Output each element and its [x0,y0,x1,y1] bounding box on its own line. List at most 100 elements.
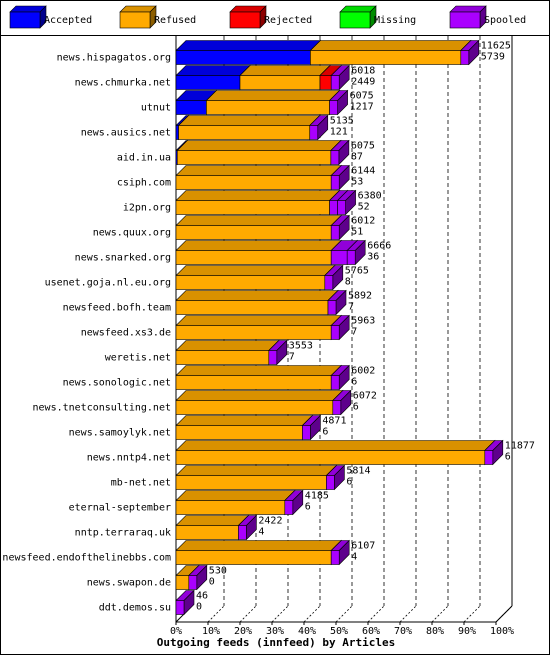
bar-spooled-cap-front [460,50,470,65]
x-tick-label: 0% [170,626,182,637]
bar-spooled-cap-front [326,475,335,490]
bar-refused-top [309,40,472,51]
bar-refused-top [175,440,496,451]
row-label: aid.in.ua [117,153,171,164]
grid-floor-line [463,605,481,623]
bar-accepted-front [175,50,311,65]
value-label-total: 6666 [367,241,391,252]
legend-swatch [9,11,41,29]
bar-refused-top [175,190,341,201]
x-tick-label: 70% [394,626,412,637]
bar-accepted-top [175,40,322,51]
bar-spooled-cap-front [330,225,340,240]
value-label-total: 4185 [305,491,329,502]
bar-refused-top [175,465,338,476]
value-label-total: 6018 [351,66,375,77]
bar-spooled-cap-front [330,325,340,340]
row-label: newsfeed.xs3.de [81,328,171,339]
value-label-total: 11877 [505,441,535,452]
bar-spooled-cap-front [309,125,319,140]
bar-refused-front [206,100,330,115]
bar-refused-front [175,225,332,240]
bar-refused-front [175,175,332,190]
bar-spooled-cap-front [330,75,340,90]
bar-spooled-cap-front [327,300,337,315]
row-label: weretis.net [105,353,171,364]
row-label: usenet.goja.nl.eu.org [45,278,171,289]
value-label-spooled: 6 [322,427,328,438]
x-tick-label: 20% [234,626,252,637]
value-label-total: 6072 [353,391,377,402]
legend-label: Missing [374,15,416,26]
bar-refused-front [175,300,329,315]
x-tick-label: 50% [330,626,348,637]
bar-spooled-cap-front [484,450,494,465]
bar-spooled-cap-front [238,525,247,540]
bar-refused-front [310,50,462,65]
bar-spooled-cap-front [302,425,311,440]
x-tick-label: 80% [426,626,444,637]
value-label-total: 6144 [351,166,375,177]
row-label: news.nntp4.net [87,453,171,464]
value-label-total: 11625 [481,41,511,52]
bar-refused-top [175,415,314,426]
x-tick-label: 30% [266,626,284,637]
value-label-total: 46 [196,591,208,602]
bar-refused-top [175,540,342,551]
row-label: news.ausics.net [81,128,171,139]
value-label-spooled: 6 [346,477,352,488]
bar-refused-top [175,490,296,501]
row-label: news.quux.org [93,228,171,239]
bar-refused-front [178,125,311,140]
bar-refused-front [239,75,321,90]
value-label-total: 2422 [258,516,282,527]
bar-accepted-front [175,125,179,140]
value-label-spooled: 4 [258,527,264,538]
bar-refused-top [175,240,342,251]
value-label-total: 6107 [351,541,375,552]
x-tick-label: 10% [202,626,220,637]
bar-refused-front [175,525,239,540]
bar-refused-front [175,250,332,265]
bar-refused-front [175,375,332,390]
value-label-total: 6075 [351,141,375,152]
value-label-total: 5892 [348,291,372,302]
bar-refused-front [175,275,326,290]
value-label-spooled: 36 [367,252,379,263]
bar-spooled-cap-front [332,400,342,415]
bar-spooled-front [330,250,348,265]
row-label: news.chmurka.net [75,78,171,89]
grid-floor-line [367,605,385,623]
value-label-spooled: 6 [351,377,357,388]
bar-accepted-front [175,75,241,90]
bar-refused-top [175,340,280,351]
value-label-spooled: 6 [353,402,359,413]
value-label-spooled: 51 [351,227,363,238]
bar-refused-top [175,165,342,176]
bar-spooled-front [329,200,338,215]
grid-floor-line [335,605,353,623]
row-label: eternal-september [69,503,171,514]
value-label-spooled: 52 [358,202,370,213]
value-label-total: 6380 [358,191,382,202]
bar-refused-front [175,575,190,590]
value-label-spooled: 0 [196,602,202,613]
bar-refused-front [175,475,327,490]
bar-spooled-cap-front [188,575,198,590]
grid-floor-line [303,605,321,623]
bar-rejected-front [319,75,332,90]
value-label-spooled: 0 [209,577,215,588]
legend-label: Accepted [44,15,92,26]
bar-spooled-cap-front [337,200,346,215]
bar-refused-top [175,515,250,526]
bar-accepted-top [175,65,251,76]
row-label: news.samoylyk.net [69,428,171,439]
x-tick-label: 40% [298,626,316,637]
grid-floor-line [399,605,417,623]
value-label-spooled: 2449 [351,77,375,88]
bar-refused-front [175,450,486,465]
bar-refused-top [175,365,342,376]
bar-accepted-front [175,100,207,115]
x-axis-title: Outgoing feeds (innfeed) by Articles [157,636,395,649]
